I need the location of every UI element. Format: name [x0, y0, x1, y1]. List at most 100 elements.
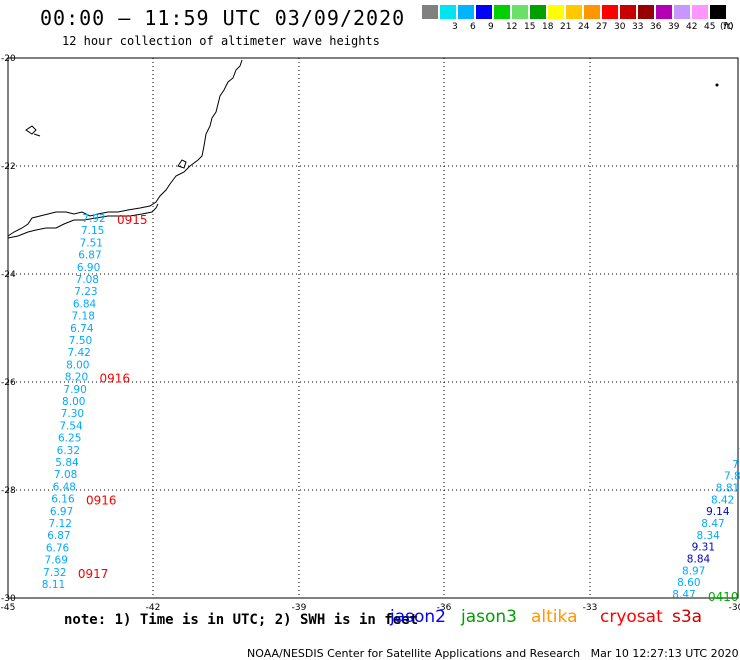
- wave-height-value: 7.54: [59, 420, 83, 432]
- color-swatch: [422, 5, 438, 19]
- color-scale-unit: (ft): [720, 22, 734, 32]
- wave-height-value: 6.16: [51, 494, 75, 506]
- wave-height-value: 6.32: [57, 445, 80, 457]
- y-tick-label: -24: [1, 270, 16, 280]
- color-scale-label: 42: [686, 22, 698, 32]
- color-swatch: [530, 5, 546, 19]
- wave-height-value: 6.87: [47, 530, 70, 542]
- wave-height-value: 7.23: [74, 286, 97, 298]
- color-scale-label: 45: [704, 22, 716, 32]
- satellite-legend-item: altika: [531, 607, 578, 627]
- wave-height-value: 8.34: [696, 530, 720, 542]
- y-tick-label: -30: [1, 594, 16, 604]
- wave-height-value: 7.08: [76, 274, 99, 286]
- wave-height-value: 6.87: [78, 250, 101, 262]
- color-swatch: [602, 5, 618, 19]
- color-swatch: [440, 5, 456, 19]
- satellite-track-west: 7.927.157.516.876.907.087.236.847.186.74…: [42, 213, 148, 591]
- x-tick-label: -39: [292, 603, 307, 613]
- color-scale-label: 3: [452, 22, 458, 32]
- satellite-legend-item: cryosat: [600, 607, 663, 627]
- color-swatch: [566, 5, 582, 19]
- track-time-label: 0410: [708, 590, 739, 604]
- wave-height-value: 8.42: [711, 494, 734, 506]
- note-text: note: 1) Time is in UTC; 2) SWH is in fe…: [64, 612, 419, 628]
- y-tick-label: -26: [1, 378, 16, 388]
- axis-tick-labels: -45 -42 -39 -36 -33 -30 -20 -22 -24 -26 -28 -30: [1, 54, 740, 613]
- wave-height-value: 7.42: [67, 347, 90, 359]
- color-scale-label: 39: [668, 22, 680, 32]
- satellite-legend-item: s3a: [672, 607, 703, 627]
- color-swatch: [584, 5, 600, 19]
- x-tick-label: -33: [583, 603, 598, 613]
- color-scale-label: 21: [560, 22, 572, 32]
- wave-height-value: 7.92: [82, 213, 105, 225]
- satellite-track-east: 77.7.88.818.429.148.478.349.318.848.978.…: [672, 447, 740, 604]
- plot-subtitle: 12 hour collection of altimeter wave hei…: [62, 34, 380, 48]
- color-scale-label: 18: [542, 22, 554, 32]
- x-tick-label: -30: [729, 603, 740, 613]
- wave-height-value: 7.51: [80, 237, 103, 249]
- wave-height-value: 7.8: [724, 471, 740, 483]
- color-swatch: [458, 5, 474, 19]
- wave-height-value: 7.32: [43, 567, 66, 579]
- color-swatch: [674, 5, 690, 19]
- color-swatch: [512, 5, 528, 19]
- color-scale-label: 33: [632, 22, 644, 32]
- y-tick-label: -22: [1, 162, 16, 172]
- color-swatch: [710, 5, 726, 19]
- wave-height-value: 7.18: [72, 311, 95, 323]
- credit-text: NOAA/NESDIS Center for Satellite Applica…: [247, 647, 581, 660]
- wave-height-value: 6.25: [58, 433, 81, 445]
- color-swatch: [548, 5, 564, 19]
- wave-height-value: 7.69: [45, 555, 68, 567]
- color-scale-label: 36: [650, 22, 662, 32]
- color-swatch: [638, 5, 654, 19]
- wave-height-value: 8.60: [677, 577, 700, 589]
- map-frame: [7, 57, 739, 599]
- color-scale-label: 15: [524, 22, 536, 32]
- x-tick-label: -36: [437, 603, 452, 613]
- color-swatch: [620, 5, 636, 19]
- track-time-label: 0916: [99, 372, 130, 386]
- wave-height-value: 8.97: [682, 565, 705, 577]
- color-scale-label: 6: [470, 22, 476, 32]
- x-tick-label: -45: [1, 603, 16, 613]
- wave-height-value: 8.11: [42, 579, 65, 591]
- wave-height-value: 7.: [732, 459, 740, 471]
- color-swatch: [476, 5, 492, 19]
- x-tick-label: -42: [146, 603, 161, 613]
- wave-height-value: 9.14: [706, 506, 730, 518]
- color-scale-label: 9: [488, 22, 494, 32]
- wave-height-value: 6.97: [50, 506, 73, 518]
- wave-height-value: 7.50: [69, 335, 92, 347]
- wave-height-value: 7.15: [81, 225, 104, 237]
- satellite-legend-item: jason2: [390, 607, 446, 627]
- wave-height-value: 8.47: [672, 589, 695, 601]
- wave-height-value: 6.90: [77, 262, 100, 274]
- satellite-legend-item: jason3: [461, 607, 517, 627]
- color-scale-label: 30: [614, 22, 626, 32]
- wave-height-value: 6.84: [73, 298, 97, 310]
- y-tick-label: -20: [1, 54, 16, 64]
- wave-height-value: 7: [739, 447, 740, 459]
- wave-height-value: 7.12: [49, 518, 72, 530]
- wave-height-value: 7.08: [54, 469, 77, 481]
- wave-height-value: 7.90: [63, 384, 86, 396]
- wave-height-value: 6.48: [53, 481, 76, 493]
- y-tick-label: -28: [1, 486, 16, 496]
- wave-height-value: 8.20: [65, 372, 88, 384]
- wave-height-value: 9.31: [692, 542, 715, 554]
- track-time-label: 0917: [78, 567, 109, 581]
- wave-height-value: 5.84: [55, 457, 79, 469]
- wave-height-value: 7.30: [61, 408, 84, 420]
- graticule: [8, 58, 738, 598]
- wave-height-value: 8.81: [716, 483, 739, 495]
- color-swatch: [692, 5, 708, 19]
- wave-height-value: 8.47: [701, 518, 724, 530]
- color-scale-label: 27: [596, 22, 608, 32]
- track-time-label: 0916: [86, 494, 117, 508]
- color-scale-label: 12: [506, 22, 518, 32]
- wave-height-value: 8.84: [687, 554, 711, 566]
- color-swatch: [656, 5, 672, 19]
